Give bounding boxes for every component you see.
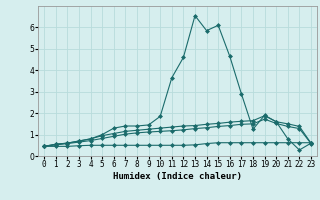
X-axis label: Humidex (Indice chaleur): Humidex (Indice chaleur): [113, 172, 242, 181]
